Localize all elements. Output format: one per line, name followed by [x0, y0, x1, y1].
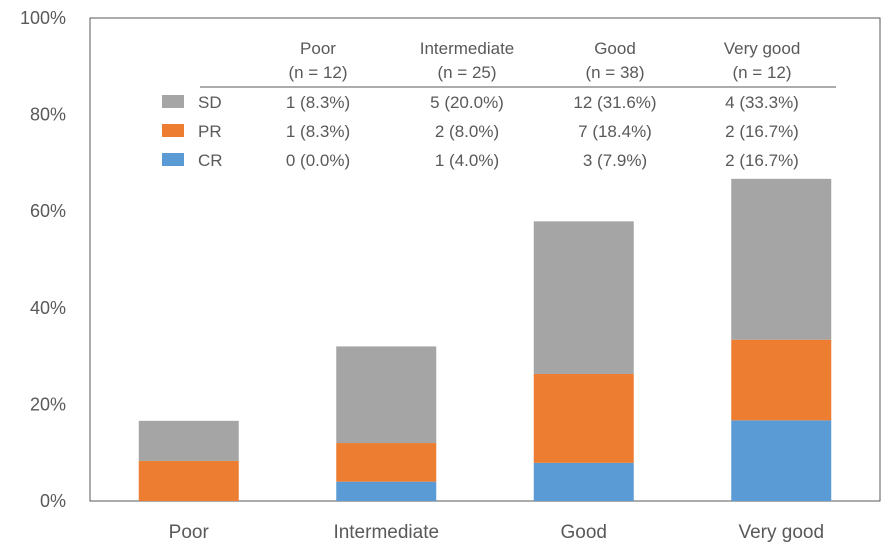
x-category-label: Poor: [169, 522, 210, 543]
y-tick-label: 0%: [40, 491, 66, 511]
bar-segment-sd: [336, 346, 437, 444]
bar-segment-sd: [731, 178, 832, 340]
table-column-n: (n = 12): [288, 63, 347, 82]
table-column-n: (n = 25): [437, 63, 496, 82]
bar-segment-pr: [731, 339, 832, 421]
table-cell: 2 (16.7%): [725, 151, 799, 170]
table-column-n: (n = 38): [585, 63, 644, 82]
x-category-label: Good: [561, 522, 607, 543]
y-tick-label: 100%: [20, 8, 66, 28]
bar-segment-cr: [336, 481, 437, 501]
y-tick-label: 40%: [30, 298, 66, 318]
legend-swatch-pr: [162, 124, 184, 137]
x-category-label: Intermediate: [333, 522, 439, 543]
bar-segment-sd: [533, 221, 634, 374]
table-cell: 4 (33.3%): [725, 93, 799, 112]
table-cell: 1 (4.0%): [435, 151, 499, 170]
legend-swatch-cr: [162, 153, 184, 166]
bar-segment-pr: [336, 443, 437, 482]
y-tick-label: 60%: [30, 201, 66, 221]
table-column-header: Very good: [724, 39, 801, 58]
table-cell: 7 (18.4%): [578, 122, 652, 141]
x-category-label: Very good: [738, 522, 824, 543]
bar-segment-pr: [138, 460, 239, 501]
table-column-header: Intermediate: [420, 39, 515, 58]
table-column-n: (n = 12): [732, 63, 791, 82]
bar-segment-cr: [533, 462, 634, 501]
bar-segment-sd: [138, 420, 239, 461]
legend-label: SD: [198, 93, 222, 112]
table-cell: 1 (8.3%): [286, 122, 350, 141]
legend-swatch-sd: [162, 95, 184, 108]
plot-frame: [89, 17, 881, 502]
bar-segment-pr: [533, 373, 634, 463]
table-cell: 3 (7.9%): [583, 151, 647, 170]
table-cell: 12 (31.6%): [573, 93, 656, 112]
y-tick-label: 20%: [30, 394, 66, 414]
y-tick-label: 80%: [30, 105, 66, 125]
table-cell: 1 (8.3%): [286, 93, 350, 112]
table-cell: 2 (8.0%): [435, 122, 499, 141]
bar-segment-cr: [731, 420, 832, 501]
table-cell: 2 (16.7%): [725, 122, 799, 141]
legend-label: PR: [198, 122, 222, 141]
table-cell: 5 (20.0%): [430, 93, 504, 112]
table-cell: 0 (0.0%): [286, 151, 350, 170]
legend-label: CR: [198, 151, 223, 170]
table-column-header: Poor: [300, 39, 336, 58]
table-column-header: Good: [594, 39, 636, 58]
